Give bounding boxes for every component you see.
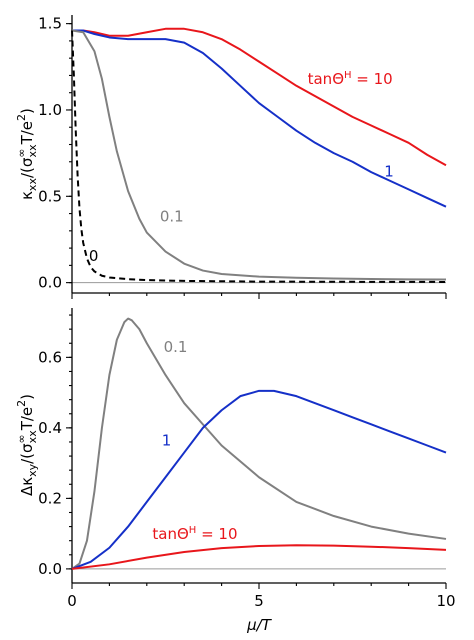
- series-label-1: 1: [162, 432, 172, 450]
- y-tick-label: 1.0: [38, 101, 62, 119]
- series-label-0_1: 0.1: [160, 207, 184, 225]
- y-axis-label: κxx/(σ∞xxT/e2): [15, 108, 39, 200]
- series-label-1: 1: [384, 162, 394, 180]
- top-panel: 0.0 0.5 1.0 1.5 κxx/(σ∞xxT/e2) tanΘH = 10 1 0.1…: [15, 15, 447, 299]
- y-tick-label: 0.0: [38, 274, 62, 292]
- series-line-10: [72, 27, 447, 167]
- y-tick-label: 0.0: [38, 560, 62, 578]
- x-axis-label: μ/T: [246, 616, 273, 634]
- x-tick-label: 10: [436, 592, 455, 610]
- y-axis-label: Δκxy/(σ∞xxT/e2): [15, 394, 39, 496]
- series-line-1: [71, 389, 447, 570]
- y-tick-label: 0.5: [38, 187, 62, 205]
- series-label-10: tanΘH = 10: [308, 70, 393, 88]
- y-tick-label: 1.5: [38, 15, 62, 33]
- series-label-10: tanΘH = 10: [152, 525, 237, 543]
- series-label-0_1: 0.1: [164, 338, 188, 356]
- series-line-10: [71, 544, 447, 570]
- y-tick-label: 0.4: [38, 419, 62, 437]
- bottom-panel: 0.0 0.2 0.4 0.6 0 5 10 Δκxy/(σ∞xxT/e2) μ/T 0.1 1 ta…: [15, 308, 456, 634]
- series-line-0_1: [71, 317, 447, 570]
- series-label-0: 0: [89, 247, 99, 265]
- series-line-0: [71, 30, 447, 283]
- x-tick-label: 0: [67, 592, 77, 610]
- y-tick-label: 0.2: [38, 489, 62, 507]
- y-tick-label: 0.6: [38, 348, 62, 366]
- series-line-0_1: [71, 29, 447, 281]
- series-line-1: [72, 29, 447, 208]
- x-tick-label: 5: [254, 592, 264, 610]
